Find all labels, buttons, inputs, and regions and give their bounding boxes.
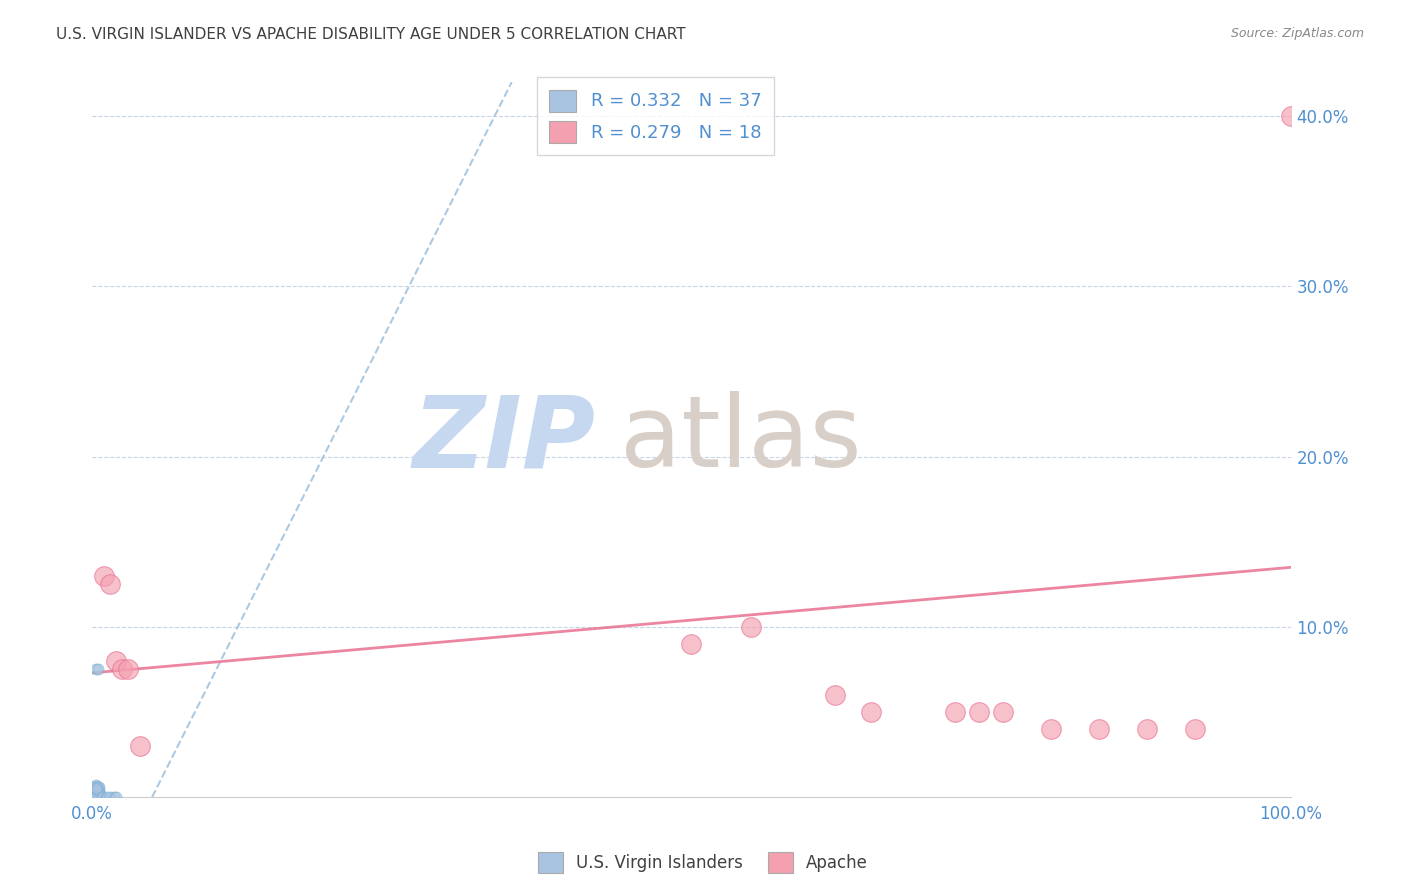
Point — [98, 790, 121, 805]
Point — [83, 784, 105, 798]
Point — [1279, 109, 1302, 123]
Point — [1088, 722, 1111, 736]
Point — [84, 780, 107, 795]
Point — [84, 785, 107, 799]
Point — [943, 705, 966, 719]
Point — [86, 783, 108, 797]
Point — [83, 784, 105, 798]
Point — [83, 790, 105, 805]
Point — [87, 785, 110, 799]
Point — [1184, 722, 1206, 736]
Legend: R = 0.332   N = 37, R = 0.279   N = 18: R = 0.332 N = 37, R = 0.279 N = 18 — [537, 77, 775, 155]
Point — [87, 784, 110, 798]
Point — [89, 785, 111, 799]
Point — [967, 705, 990, 719]
Point — [87, 780, 110, 795]
Point — [84, 786, 107, 800]
Point — [1136, 722, 1159, 736]
Legend: U.S. Virgin Islanders, Apache: U.S. Virgin Islanders, Apache — [531, 846, 875, 880]
Point — [103, 790, 125, 805]
Point — [111, 663, 134, 677]
Point — [86, 784, 108, 798]
Point — [83, 781, 105, 796]
Point — [681, 637, 703, 651]
Point — [105, 790, 128, 805]
Point — [86, 783, 108, 797]
Point — [84, 663, 107, 677]
Point — [84, 781, 107, 796]
Point — [84, 789, 107, 803]
Point — [824, 688, 846, 702]
Point — [83, 782, 105, 797]
Point — [96, 790, 118, 805]
Point — [86, 784, 108, 798]
Text: ZIP: ZIP — [412, 392, 596, 488]
Point — [87, 780, 110, 795]
Point — [87, 784, 110, 798]
Point — [93, 569, 115, 583]
Point — [87, 783, 110, 797]
Point — [82, 788, 104, 802]
Point — [86, 779, 108, 793]
Text: Source: ZipAtlas.com: Source: ZipAtlas.com — [1230, 27, 1364, 40]
Text: U.S. VIRGIN ISLANDER VS APACHE DISABILITY AGE UNDER 5 CORRELATION CHART: U.S. VIRGIN ISLANDER VS APACHE DISABILIT… — [56, 27, 686, 42]
Point — [117, 663, 139, 677]
Point — [991, 705, 1014, 719]
Point — [87, 788, 110, 802]
Point — [82, 780, 104, 794]
Point — [740, 620, 762, 634]
Point — [98, 577, 121, 591]
Point — [860, 705, 883, 719]
Text: atlas: atlas — [620, 392, 862, 488]
Point — [87, 663, 110, 677]
Point — [129, 739, 152, 753]
Point — [82, 785, 104, 799]
Point — [105, 654, 128, 668]
Point — [82, 786, 104, 800]
Point — [84, 778, 107, 792]
Point — [84, 780, 107, 794]
Point — [86, 783, 108, 797]
Point — [1040, 722, 1063, 736]
Point — [90, 790, 112, 805]
